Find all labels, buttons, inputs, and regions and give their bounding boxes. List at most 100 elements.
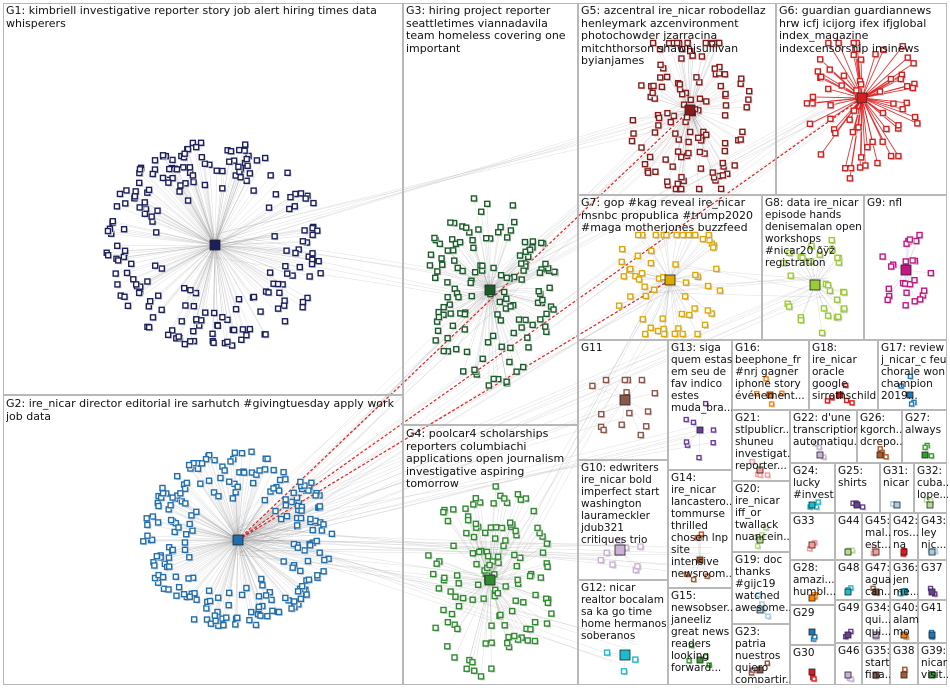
node[interactable] — [140, 538, 147, 545]
node[interactable] — [186, 164, 194, 171]
node[interactable] — [299, 238, 307, 245]
node[interactable] — [291, 598, 298, 605]
node[interactable] — [270, 466, 277, 474]
node[interactable] — [500, 288, 508, 296]
node[interactable] — [109, 218, 117, 225]
node[interactable] — [174, 472, 181, 480]
node[interactable] — [187, 286, 194, 294]
node[interactable] — [238, 449, 246, 457]
node[interactable] — [135, 289, 143, 297]
node[interactable] — [180, 591, 188, 598]
node[interactable] — [197, 139, 205, 146]
node[interactable] — [221, 467, 228, 474]
node[interactable] — [177, 490, 184, 497]
node[interactable] — [292, 249, 299, 257]
node[interactable] — [202, 309, 209, 316]
node[interactable] — [298, 582, 306, 590]
node[interactable] — [261, 154, 269, 162]
node[interactable] — [128, 260, 135, 268]
node[interactable] — [123, 269, 131, 277]
node[interactable] — [171, 528, 178, 536]
node[interactable] — [114, 242, 121, 250]
node[interactable] — [287, 193, 294, 201]
node[interactable] — [318, 527, 326, 534]
node[interactable] — [320, 521, 327, 528]
node[interactable] — [220, 621, 227, 629]
node[interactable] — [214, 594, 222, 601]
node[interactable] — [240, 469, 248, 476]
node[interactable] — [165, 554, 173, 561]
node[interactable] — [267, 172, 274, 179]
node[interactable] — [243, 584, 250, 592]
node[interactable] — [294, 544, 302, 551]
node[interactable] — [306, 273, 313, 280]
node[interactable] — [301, 227, 308, 234]
node[interactable] — [153, 229, 160, 236]
node[interactable] — [155, 292, 162, 299]
node[interactable] — [198, 460, 206, 467]
node[interactable] — [282, 594, 289, 602]
node[interactable] — [253, 471, 260, 478]
node[interactable] — [494, 311, 501, 318]
node[interactable] — [189, 527, 196, 534]
node[interactable] — [243, 332, 250, 339]
node[interactable] — [120, 226, 128, 233]
node[interactable] — [211, 456, 218, 464]
node[interactable] — [189, 172, 197, 179]
node[interactable] — [258, 575, 265, 583]
hub-node[interactable] — [232, 534, 244, 546]
node[interactable] — [283, 512, 291, 520]
node[interactable] — [265, 204, 273, 211]
node[interactable] — [255, 603, 263, 611]
node[interactable] — [131, 193, 139, 200]
node[interactable] — [145, 186, 153, 194]
node[interactable] — [272, 191, 280, 198]
node[interactable] — [284, 270, 291, 277]
node[interactable] — [148, 536, 156, 544]
node[interactable] — [297, 567, 304, 575]
node[interactable] — [291, 203, 298, 210]
node[interactable] — [169, 546, 176, 554]
node[interactable] — [546, 284, 553, 291]
node[interactable] — [149, 513, 157, 520]
node[interactable] — [167, 516, 175, 524]
node[interactable] — [219, 185, 226, 192]
node[interactable] — [173, 166, 181, 173]
node[interactable] — [224, 338, 231, 346]
node[interactable] — [264, 612, 271, 620]
node[interactable] — [201, 181, 209, 189]
node[interactable] — [288, 605, 295, 612]
node[interactable] — [280, 468, 287, 476]
node[interactable] — [149, 314, 157, 321]
node[interactable] — [168, 327, 176, 334]
node[interactable] — [317, 270, 324, 277]
node[interactable] — [248, 608, 255, 616]
node[interactable] — [190, 616, 198, 623]
node[interactable] — [159, 174, 167, 182]
node[interactable] — [198, 153, 206, 161]
node[interactable] — [238, 336, 245, 343]
node[interactable] — [123, 187, 130, 194]
node[interactable] — [112, 270, 119, 277]
node[interactable] — [154, 207, 161, 214]
node[interactable] — [301, 547, 308, 554]
node[interactable] — [176, 188, 183, 195]
node[interactable] — [249, 479, 257, 487]
node[interactable] — [444, 334, 451, 342]
node[interactable] — [231, 449, 239, 456]
node[interactable] — [229, 495, 237, 502]
node[interactable] — [265, 289, 272, 296]
node[interactable] — [255, 593, 263, 600]
node[interactable] — [191, 590, 198, 597]
node[interactable] — [175, 524, 182, 531]
node[interactable] — [276, 476, 284, 484]
node[interactable] — [198, 317, 205, 324]
node[interactable] — [165, 563, 173, 570]
node[interactable] — [121, 247, 129, 254]
node[interactable] — [184, 145, 192, 153]
node[interactable] — [259, 582, 266, 589]
node[interactable] — [141, 199, 148, 206]
node[interactable] — [120, 253, 128, 261]
node[interactable] — [145, 324, 153, 331]
node[interactable] — [261, 496, 268, 504]
